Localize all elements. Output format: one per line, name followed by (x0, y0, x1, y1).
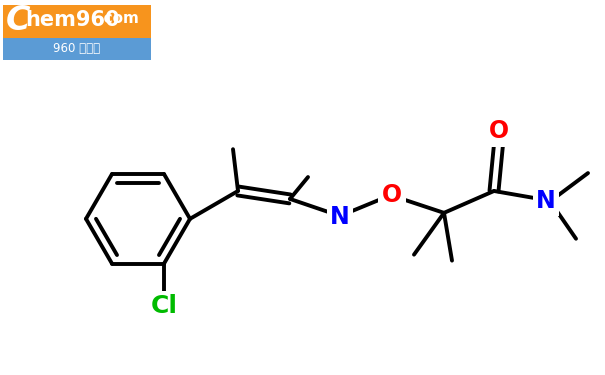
Text: O: O (382, 183, 402, 207)
Text: N: N (536, 189, 556, 213)
Text: N: N (330, 205, 350, 229)
Text: O: O (489, 119, 509, 143)
Text: .com: .com (98, 11, 139, 26)
Text: hem960: hem960 (25, 10, 120, 30)
Text: 960 化工网: 960 化工网 (53, 42, 100, 55)
Bar (3, 5, 151, 38)
Text: C: C (6, 4, 30, 37)
Bar (3, 38, 151, 60)
Text: Cl: Cl (151, 294, 177, 318)
